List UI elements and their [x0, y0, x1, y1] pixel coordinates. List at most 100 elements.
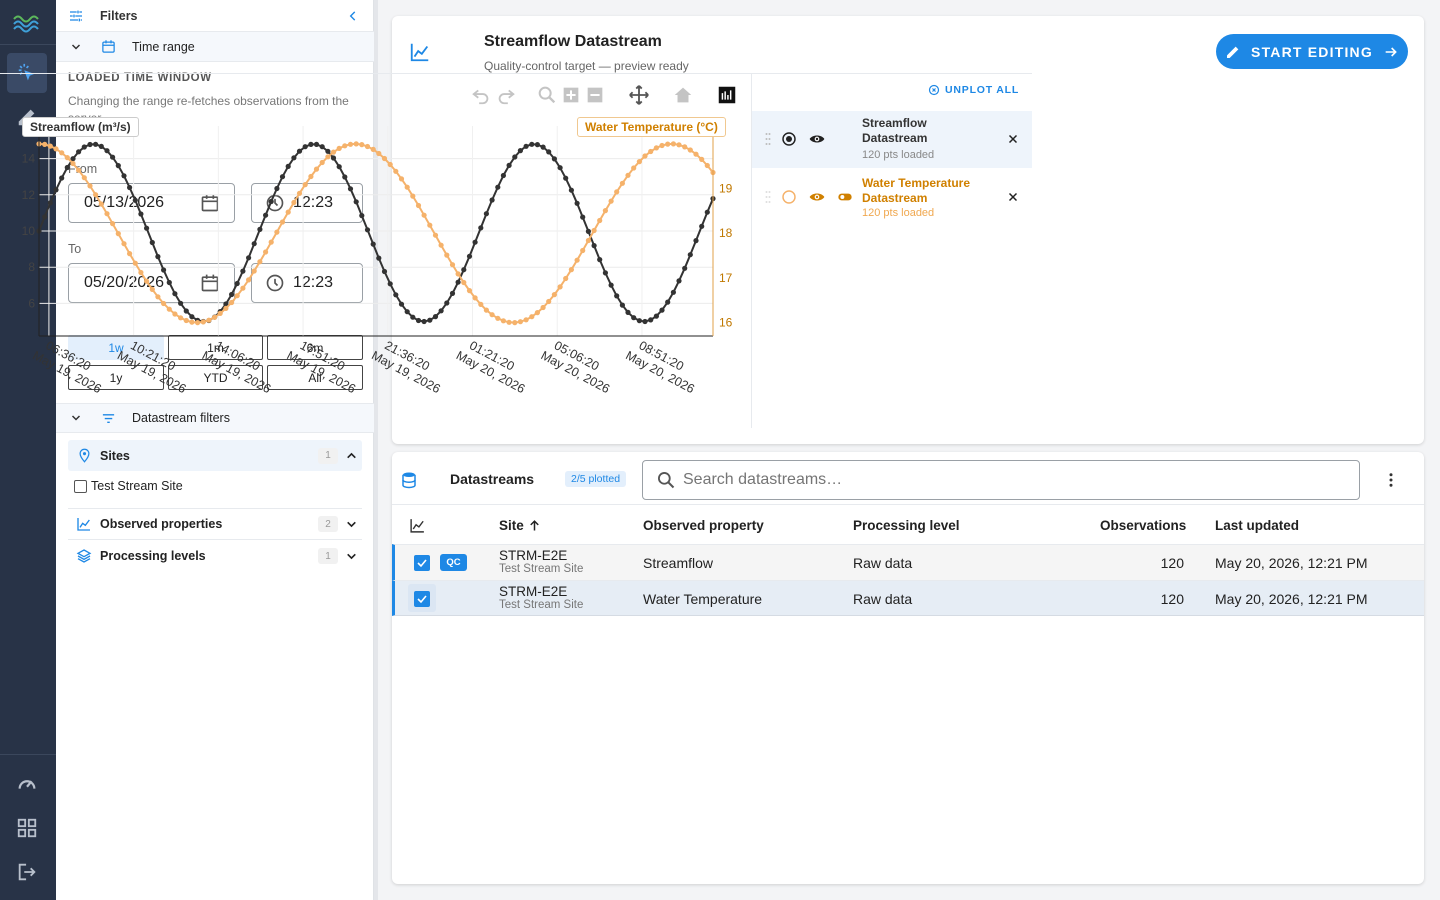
range-ytd-button[interactable]: YTD [168, 365, 263, 390]
range-all-button[interactable]: All [267, 365, 363, 390]
calendar-icon[interactable] [200, 273, 220, 293]
row-observations: 120 [1160, 591, 1184, 607]
column-header-last-updated[interactable]: Last updated [1215, 518, 1300, 533]
search-input[interactable] [683, 467, 1343, 493]
column-header-observed-property[interactable]: Observed property [643, 518, 764, 533]
observed-properties-accordion[interactable]: Observed properties 2 [68, 510, 362, 538]
data-point [563, 175, 569, 181]
data-point [704, 209, 710, 215]
data-point [206, 317, 212, 323]
calendar-icon[interactable] [200, 193, 220, 213]
data-point [189, 314, 195, 320]
more-vert-icon[interactable] [1382, 471, 1400, 489]
rail-apps[interactable] [7, 808, 47, 848]
site-option[interactable]: Test Stream Site [74, 479, 183, 493]
time-range-header[interactable]: Time range [56, 32, 374, 62]
row-site-name: Test Stream Site [499, 563, 584, 575]
data-point [76, 167, 82, 173]
undo-icon[interactable] [470, 84, 492, 106]
collapse-left-icon[interactable] [346, 9, 360, 23]
chart-line-icon [410, 519, 424, 533]
start-editing-button[interactable]: START EDITING [1216, 34, 1408, 69]
data-point [597, 217, 603, 224]
data-point [98, 143, 104, 149]
data-point [285, 163, 291, 169]
data-point [648, 148, 654, 155]
chevron-down-icon [71, 415, 81, 421]
data-point [489, 197, 495, 203]
data-point [325, 154, 331, 160]
panel-splitter[interactable] [374, 0, 378, 900]
site-option-checkbox[interactable] [74, 479, 87, 493]
data-point [529, 141, 535, 147]
legend-item-water-temperature[interactable]: Water Temperature Datastream 120 pts loa… [752, 169, 1032, 226]
data-point [59, 175, 65, 181]
legend-item-streamflow[interactable]: Streamflow Datastream 120 pts loaded [752, 111, 1032, 168]
processing-levels-accordion[interactable]: Processing levels 1 [68, 542, 362, 570]
data-point [234, 293, 240, 299]
data-point [574, 200, 580, 206]
data-point [279, 219, 286, 225]
data-point [444, 252, 450, 258]
chart-settings-icon[interactable] [716, 84, 738, 106]
data-point [325, 148, 331, 154]
eye-icon[interactable] [809, 131, 825, 147]
row-checkbox[interactable] [414, 591, 430, 607]
data-point [59, 150, 65, 156]
datastream-filters-header[interactable]: Datastream filters [56, 403, 374, 433]
column-header-processing-level[interactable]: Processing level [853, 518, 960, 533]
data-point [687, 252, 693, 258]
close-icon[interactable] [1007, 191, 1019, 203]
data-point [53, 146, 59, 152]
zoom-out-icon[interactable] [584, 84, 606, 106]
home-icon[interactable] [672, 84, 694, 106]
series-line-water-temperature [38, 142, 714, 324]
close-icon[interactable] [1007, 133, 1019, 145]
column-header-site[interactable]: Site [499, 518, 542, 533]
data-point [602, 208, 609, 214]
sites-accordion[interactable]: Sites 1 [68, 440, 362, 471]
data-point [591, 243, 597, 249]
data-point [115, 231, 121, 237]
column-header-observations[interactable]: Observations [1100, 518, 1187, 533]
data-point [359, 213, 365, 219]
zoom-in-icon[interactable] [560, 84, 582, 106]
table-row[interactable] [392, 544, 1424, 580]
table-row[interactable] [392, 580, 1424, 616]
search-field[interactable] [642, 460, 1360, 500]
data-point [223, 301, 229, 307]
data-point [93, 141, 99, 147]
eye-icon[interactable] [809, 189, 825, 205]
range-1y-button[interactable]: 1y [68, 365, 164, 390]
legend-points: 120 pts loaded [862, 149, 935, 161]
radio-selected-icon[interactable] [781, 131, 797, 147]
row-property: Water Temperature [643, 591, 763, 607]
data-point [132, 260, 138, 266]
row-checkbox[interactable] [414, 555, 430, 571]
data-point [585, 228, 592, 234]
radio-unselected-icon[interactable] [781, 189, 797, 205]
rail-logout[interactable] [7, 852, 47, 892]
redo-icon[interactable] [495, 84, 517, 106]
unplot-all-button[interactable]: UNPLOT ALL [928, 84, 1019, 96]
data-point [64, 155, 70, 161]
right-axis-label: Water Temperature (°C) [577, 117, 726, 137]
toggle-icon[interactable] [837, 189, 853, 205]
row-last-updated: May 20, 2026, 12:21 PM [1215, 591, 1368, 607]
drag-handle-icon[interactable] [765, 132, 771, 146]
drag-handle-icon[interactable] [765, 190, 771, 204]
app-logo[interactable] [7, 2, 47, 42]
rail-dashboard[interactable] [7, 764, 47, 804]
chart-line-icon [410, 43, 429, 62]
data-point [512, 320, 518, 326]
range-1w-button[interactable]: 1w [68, 335, 164, 360]
time-window-heading: LOADED TIME WINDOW [68, 72, 212, 84]
data-point [166, 279, 172, 286]
data-point [319, 159, 325, 166]
data-point [308, 173, 314, 180]
zoom-icon[interactable] [536, 84, 558, 106]
pan-icon[interactable] [628, 84, 650, 106]
range-6m-button[interactable]: 6m [267, 335, 363, 360]
